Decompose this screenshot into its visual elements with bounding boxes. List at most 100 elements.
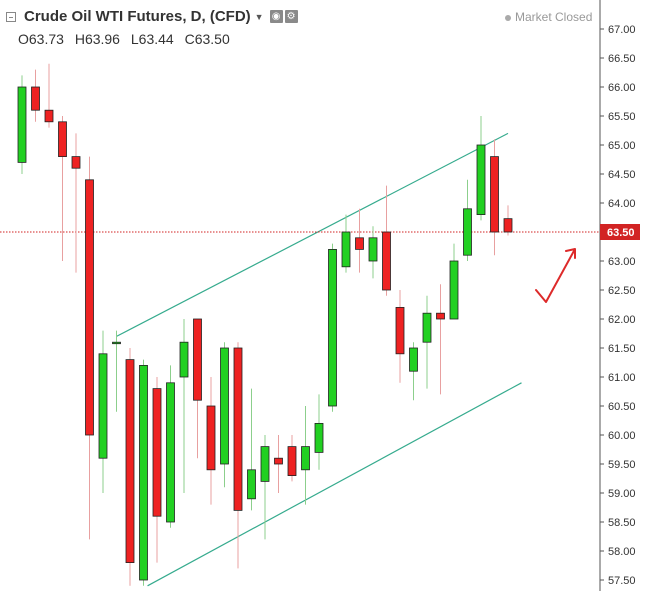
- candle: [112, 330, 121, 412]
- collapse-icon[interactable]: [6, 11, 16, 22]
- candle-body: [476, 144, 486, 215]
- candle-body: [395, 306, 405, 355]
- trendline[interactable]: [147, 382, 522, 587]
- axis-tick-label: 65.00: [608, 140, 636, 152]
- candle-body: [58, 121, 67, 158]
- axis-tick-label: 61.00: [608, 372, 636, 384]
- candle: [44, 63, 54, 128]
- candle: [71, 133, 81, 273]
- candle-body: [112, 341, 121, 345]
- gear-icon[interactable]: ⚙: [284, 10, 298, 23]
- candle-body: [409, 347, 418, 372]
- candle-body: [301, 446, 310, 471]
- caret-down-icon[interactable]: ▼: [254, 11, 264, 22]
- axis-tick-label: 60.00: [608, 430, 636, 442]
- candle: [476, 116, 486, 221]
- candle-body: [328, 248, 337, 407]
- candle-body: [98, 353, 108, 459]
- axis-tick-label: 58.50: [608, 517, 636, 529]
- candle: [287, 435, 297, 482]
- trendline[interactable]: [116, 132, 509, 337]
- candle: [17, 75, 27, 174]
- candle-body: [206, 405, 216, 471]
- drawn-arrow-annotation: [535, 248, 576, 303]
- candle: [355, 208, 364, 273]
- candle-body: [314, 422, 324, 453]
- candle-body: [341, 231, 351, 268]
- axis-tick-label: 59.50: [608, 459, 636, 471]
- open-value: O63.73: [18, 31, 64, 47]
- candle: [58, 116, 67, 261]
- candle: [179, 319, 189, 493]
- candle: [193, 318, 202, 459]
- price-axis[interactable]: 57.50 58.00 58.50 59.00 59.50 60.00 60.50 61.00…: [599, 0, 636, 591]
- candle-body: [152, 388, 162, 517]
- axis-tick-label: 58.00: [608, 546, 636, 558]
- axis-tick-label: 59.00: [608, 488, 636, 500]
- candle-body: [44, 109, 54, 123]
- symbol-title: Crude Oil WTI Futures, D, (CFD): [24, 8, 251, 25]
- candle-body: [287, 446, 297, 477]
- axis-tick-label: 66.00: [608, 82, 636, 94]
- candle-body: [382, 231, 391, 291]
- market-status-text: Market Closed: [515, 10, 593, 24]
- candle: [314, 394, 324, 470]
- candle: [368, 226, 378, 279]
- candle-body: [220, 347, 229, 465]
- candles: [17, 63, 513, 586]
- candle-body: [71, 156, 81, 169]
- axis-tick-label: 64.00: [608, 198, 636, 210]
- axis-tick-label: 63.00: [608, 256, 636, 268]
- last-price-badge: [600, 224, 640, 240]
- last-price-text: 63.50: [607, 227, 635, 239]
- eye-settings-icon[interactable]: ◉: [269, 10, 283, 23]
- candle: [436, 284, 445, 395]
- candle: [328, 243, 337, 412]
- axis-tick-label: 65.50: [608, 111, 636, 123]
- candle: [85, 156, 94, 540]
- candle-body: [490, 156, 499, 233]
- candle: [31, 69, 40, 122]
- candle-body: [233, 347, 243, 511]
- candle: [490, 139, 499, 256]
- candle: [260, 435, 270, 540]
- candle-body: [274, 457, 283, 465]
- axis-tick-label: 57.50: [608, 575, 636, 587]
- axis-tick-label: 60.50: [608, 401, 636, 413]
- last-price-label: 63.50: [600, 224, 640, 240]
- candle-body: [449, 260, 459, 320]
- candle-body: [166, 382, 175, 523]
- market-status: Market Closed: [505, 10, 592, 24]
- axis-tick-label: 67.00: [608, 24, 636, 36]
- axis-tick-label: 66.50: [608, 53, 636, 65]
- candle-body: [355, 237, 364, 250]
- candle-body: [179, 341, 189, 378]
- candle-body: [125, 359, 135, 564]
- candle: [395, 290, 405, 383]
- candle-body: [463, 208, 472, 256]
- axis-tick-label: 61.50: [608, 343, 636, 355]
- candle-body: [139, 364, 148, 581]
- candle: [382, 185, 391, 296]
- candle-body: [247, 469, 256, 500]
- candle: [301, 406, 310, 505]
- candle: [233, 342, 243, 569]
- candle: [247, 388, 256, 511]
- candle-body: [422, 312, 432, 343]
- candle-body: [193, 318, 202, 401]
- candle: [463, 179, 472, 261]
- candle: [206, 377, 216, 505]
- axis-tick-label: 62.00: [608, 314, 636, 326]
- status-dot-icon: [505, 14, 511, 21]
- candle: [125, 348, 135, 586]
- candle-body: [436, 312, 445, 320]
- candle: [274, 435, 283, 493]
- candle: [220, 342, 229, 488]
- candle: [422, 295, 432, 389]
- candle-body: [503, 218, 513, 233]
- candle: [341, 214, 351, 273]
- candle-body: [17, 86, 27, 163]
- candle: [152, 377, 162, 563]
- candle: [409, 342, 418, 401]
